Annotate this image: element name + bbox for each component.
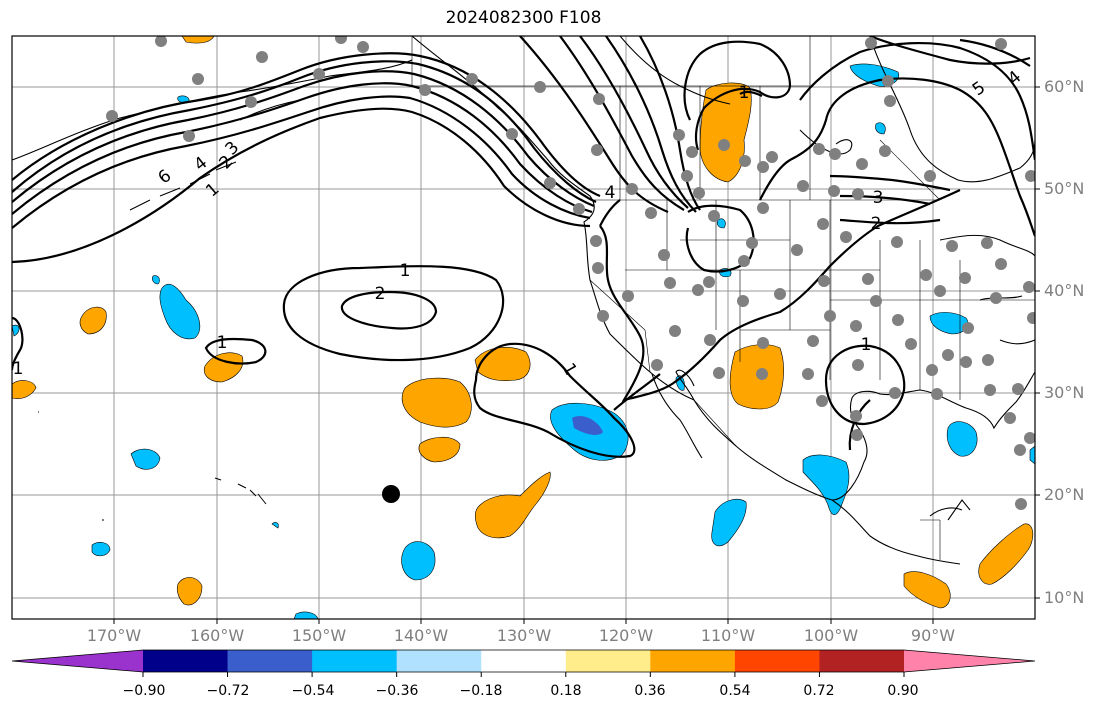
lon-label-160w: 160°W [189, 626, 245, 645]
contour-label: 2 [871, 214, 882, 234]
lon-label-110w: 110°W [700, 626, 756, 645]
contour-label: 1 [217, 333, 228, 353]
colorbar-tick-label: 0.18 [550, 683, 582, 699]
lat-label-30n: 30°N [1044, 383, 1085, 402]
map-title: 2024082300 F108 [445, 8, 602, 28]
lat-label-10n: 10°N [1044, 588, 1085, 607]
lon-label-90w: 90°W [910, 626, 956, 645]
colorbar-tick-label: −0.36 [375, 683, 419, 699]
lon-label-140w: 140°W [393, 626, 449, 645]
lon-label-150w: 150°W [291, 626, 347, 645]
lon-label-120w: 120°W [598, 626, 654, 645]
colorbar-segment [565, 650, 651, 672]
colorbar-segment [227, 650, 313, 672]
contour-label: 1 [861, 335, 872, 355]
colorbar-tick-label: −0.90 [122, 683, 166, 699]
colorbar-segment [143, 650, 229, 672]
lat-label-50n: 50°N [1044, 179, 1085, 198]
lon-label-100w: 100°W [803, 626, 859, 645]
colorbar-segment [396, 650, 482, 672]
target-point-marker [382, 485, 400, 503]
lat-label-60n: 60°N [1044, 77, 1085, 96]
colorbar-tick-label: 0.90 [887, 683, 919, 699]
lat-label-40n: 40°N [1044, 281, 1085, 300]
colorbar-tick-label: 0.54 [719, 683, 751, 699]
colorbar-segment [12, 650, 143, 672]
lon-label-170w: 170°W [86, 626, 142, 645]
lon-label-130w: 130°W [496, 626, 552, 645]
station-points [106, 36, 1035, 510]
islands [38, 161, 267, 521]
colorbar-segment [312, 650, 398, 672]
lat-label-20n: 20°N [1044, 485, 1085, 504]
colorbar-segment [734, 650, 820, 672]
colorbar-tick-label: 0.72 [803, 683, 835, 699]
contour-label: 1 [739, 83, 750, 103]
political-borders [411, 36, 1035, 560]
colorbar-tick-label: −0.18 [459, 683, 503, 699]
contour-label: 1 [13, 359, 24, 379]
colorbar-segment [650, 650, 736, 672]
axis-ticks [113, 86, 1040, 624]
colorbar-tick-label: 0.36 [634, 683, 666, 699]
contour-label: 1 [400, 261, 411, 281]
colorbar-segment [904, 650, 1035, 672]
colorbar-segment [481, 650, 567, 672]
contour-label: 4 [605, 183, 616, 203]
contour-label: 2 [375, 284, 386, 304]
colorbar [11, 649, 1036, 677]
negative-anomaly-areas [12, 63, 1035, 619]
negative-core [572, 415, 603, 435]
colorbar-tick-label: −0.54 [291, 683, 335, 699]
colorbar-segment [819, 650, 905, 672]
contour-lines [12, 36, 1035, 458]
contour-label: 3 [873, 188, 884, 208]
colorbar-tick-label: −0.72 [206, 683, 250, 699]
